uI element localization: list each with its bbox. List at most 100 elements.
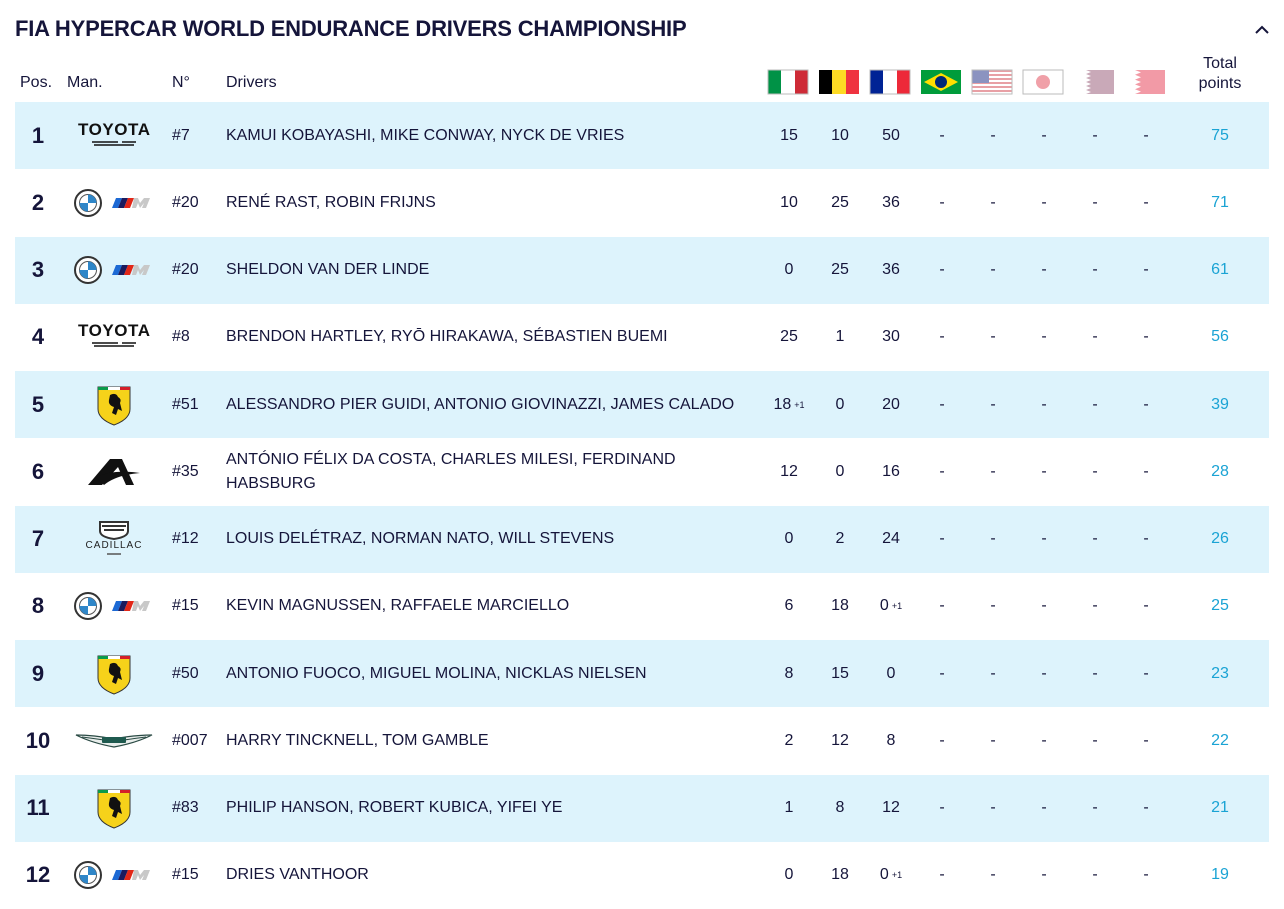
race-points: - — [1121, 506, 1171, 573]
points-value: - — [1143, 731, 1149, 749]
points-value: 10 — [780, 193, 798, 211]
car-number: #20 — [172, 261, 199, 278]
points-value: - — [990, 530, 996, 547]
race-points: - — [968, 237, 1018, 304]
race-points: 8 — [815, 775, 865, 842]
car-number: #15 — [172, 866, 199, 884]
race-flags — [767, 69, 1165, 95]
points-value: 15 — [780, 126, 798, 144]
race-points: - — [1019, 640, 1069, 707]
manufacturer-logo — [74, 707, 154, 774]
manufacturer-logo: TOYOTA — [74, 102, 154, 169]
position: 7 — [31, 526, 45, 551]
bonus-points: +1 — [794, 399, 805, 410]
points-value: - — [1041, 597, 1047, 615]
collapse-button[interactable] — [1254, 24, 1270, 36]
race-points: - — [1070, 438, 1120, 505]
race-points: - — [968, 573, 1018, 640]
points-value: 0 — [784, 530, 794, 547]
race-points: 25 — [815, 169, 865, 236]
car-number: #7 — [172, 126, 190, 144]
table-row: 4 TOYOTA #8 BRENDON HARTLEY, RYŌ HIRAKAWA, … — [15, 304, 1269, 371]
race-points: 0 — [764, 842, 814, 909]
manufacturer-logo: CADILLAC — [74, 506, 154, 573]
drivers: HARRY TINCKNELL, TOM GAMBLE — [226, 707, 761, 774]
total-points: 23 — [1211, 664, 1229, 682]
race-points: - — [917, 304, 967, 371]
race-points: 0 +1 — [866, 842, 916, 909]
race-points: - — [968, 438, 1018, 505]
points-value: - — [939, 126, 945, 144]
race-points: - — [917, 371, 967, 438]
points-value: - — [990, 261, 996, 278]
total-points: 71 — [1211, 193, 1229, 211]
race-points: 24 — [866, 506, 916, 573]
points-value: - — [1041, 799, 1047, 816]
points-value: - — [990, 664, 996, 682]
race-points: - — [1019, 304, 1069, 371]
table-row: 1 TOYOTA #7 KAMUI KOBAYASHI, MIKE CONWAY, N… — [15, 102, 1269, 169]
race-points: - — [917, 573, 967, 640]
race-points: - — [1070, 371, 1120, 438]
table-row: 2 #20 RENÉ RAST, ROBIN FRIJNS 10 25 36 - - - - - 71 — [15, 169, 1269, 236]
manufacturer-logo — [74, 438, 154, 505]
race-points: - — [968, 506, 1018, 573]
drivers-text: ANTONIO FUOCO, MIGUEL MOLINA, NICKLAS NI… — [226, 664, 647, 682]
points-value: 25 — [831, 193, 849, 211]
manufacturer-logo — [74, 775, 154, 842]
position: 4 — [31, 324, 45, 350]
points-value: - — [1041, 193, 1047, 211]
points-value: - — [939, 799, 945, 816]
drivers-text: PHILIP HANSON, ROBERT KUBICA, YIFEI YE — [226, 799, 563, 816]
points-value: - — [990, 866, 996, 884]
points-value: - — [1041, 395, 1047, 413]
race-points: 1 — [764, 775, 814, 842]
points-value: - — [1041, 530, 1047, 547]
points-value: 25 — [831, 261, 849, 278]
drivers-text: KEVIN MAGNUSSEN, RAFFAELE MARCIELLO — [226, 597, 570, 615]
race-points: 50 — [866, 102, 916, 169]
race-points: - — [1121, 775, 1171, 842]
drivers: LOUIS DELÉTRAZ, NORMAN NATO, WILL STEVEN… — [226, 506, 761, 573]
race-points: - — [1019, 237, 1069, 304]
race-points: 36 — [866, 237, 916, 304]
points-value: - — [939, 193, 945, 211]
drivers: BRENDON HARTLEY, RYŌ HIRAKAWA, SÉBASTIEN… — [226, 304, 761, 371]
points-value: - — [1092, 261, 1098, 278]
points-value: 0 — [879, 597, 889, 615]
points-value: 12 — [882, 799, 900, 816]
points-value: - — [1041, 261, 1047, 278]
drivers-text: DRIES VANTHOOR — [226, 866, 369, 884]
race-points: 0 — [764, 506, 814, 573]
manufacturer-logo — [74, 169, 154, 236]
points-value: - — [1143, 328, 1149, 346]
header-pos: Pos. — [20, 74, 53, 91]
manufacturer-logo — [74, 842, 154, 909]
points-value: - — [1143, 799, 1149, 816]
points-value: 0 — [835, 462, 845, 480]
total-points: 25 — [1211, 597, 1229, 615]
bonus-points: +1 — [891, 601, 903, 612]
race-points: - — [1019, 169, 1069, 236]
points-value: - — [1041, 328, 1047, 346]
position: 3 — [31, 257, 45, 282]
points-value: 18 — [831, 866, 849, 884]
race-points: - — [1070, 169, 1120, 236]
points-value: 8 — [886, 731, 896, 749]
total-points: 22 — [1211, 731, 1229, 749]
race-points: 12 — [815, 707, 865, 774]
points-value: - — [1092, 799, 1098, 816]
race-points: 6 — [764, 573, 814, 640]
race-points: - — [1019, 438, 1069, 505]
manufacturer-logo — [74, 573, 154, 640]
points-value: - — [939, 395, 945, 413]
race-points: - — [1121, 371, 1171, 438]
total-points: 28 — [1211, 462, 1229, 480]
car-number: #83 — [172, 799, 199, 816]
car-number: #35 — [172, 462, 199, 480]
drivers: ANTÓNIO FÉLIX DA COSTA, CHARLES MILESI, … — [226, 438, 761, 505]
points-value: - — [990, 731, 996, 749]
race-points: 15 — [815, 640, 865, 707]
race-points: - — [1121, 640, 1171, 707]
table-row: 8 #15 KEVIN MAGNUSSEN, RAFFAELE MARCIELLO 6… — [15, 573, 1269, 640]
